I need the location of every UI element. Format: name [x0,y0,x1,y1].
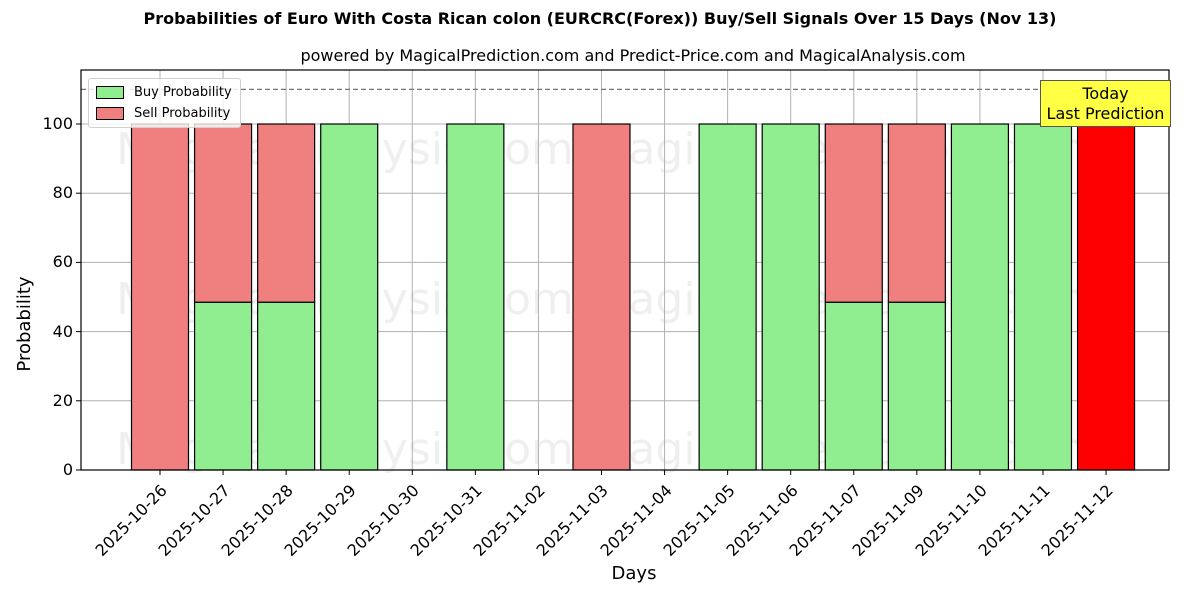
legend-sell-label: Sell Probability [134,106,231,121]
sell-swatch [96,107,124,120]
sell-bar [1076,123,1136,471]
y-tick-label: 100 [42,114,73,133]
today-annotation: Today Last Prediction [1040,80,1171,127]
buy-bar [320,123,379,471]
buy-bar [824,301,883,471]
buy-bar [950,123,1010,471]
buy-swatch [96,86,124,99]
sell-bar [193,123,253,303]
y-tick-label: 0 [62,460,73,479]
legend-item-sell: Sell Probability [96,103,232,124]
axes-frame [80,69,1170,471]
buy-bar [193,301,253,471]
buy-bar [257,301,316,471]
buy-bar [446,123,505,471]
today-label: Today [1082,84,1129,103]
y-tick-label: 40 [52,321,73,341]
chart-subtitle: powered by MagicalPrediction.com and Pre… [300,46,966,65]
buy-bar [761,123,820,471]
legend: Buy Probability Sell Probability [88,78,241,128]
y-tick-label: 80 [52,183,73,203]
y-axis-label: Probability [14,276,35,372]
sell-bar [824,123,883,303]
sell-bar [572,123,631,471]
sell-bar [887,123,946,303]
chart-title: Probabilities of Euro With Costa Rican c… [143,9,1057,28]
y-tick-label: 20 [52,390,73,410]
legend-buy-label: Buy Probability [134,85,232,100]
sell-bar [130,123,190,471]
legend-item-buy: Buy Probability [96,82,232,103]
sell-bar [257,123,316,303]
buy-bar [1013,123,1073,471]
buy-bar [698,123,757,471]
buy-bar [887,301,946,471]
y-tick-label: 60 [52,252,73,272]
x-axis-label: Days [611,563,657,584]
last-prediction-label: Last Prediction [1046,104,1165,123]
